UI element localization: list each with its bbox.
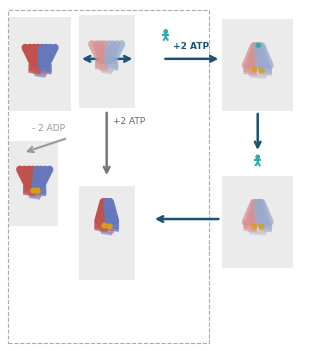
Bar	[9, 141, 59, 226]
Bar	[8, 10, 209, 343]
Text: +2 ATP: +2 ATP	[113, 117, 145, 126]
Bar	[9, 17, 71, 111]
Circle shape	[164, 30, 167, 34]
Bar	[79, 186, 135, 280]
Text: - 2 ADP: - 2 ADP	[32, 124, 65, 133]
Text: +2 ATP: +2 ATP	[173, 42, 209, 51]
Bar	[79, 15, 135, 108]
Circle shape	[256, 155, 260, 159]
Bar	[222, 19, 293, 111]
Bar	[222, 176, 293, 268]
